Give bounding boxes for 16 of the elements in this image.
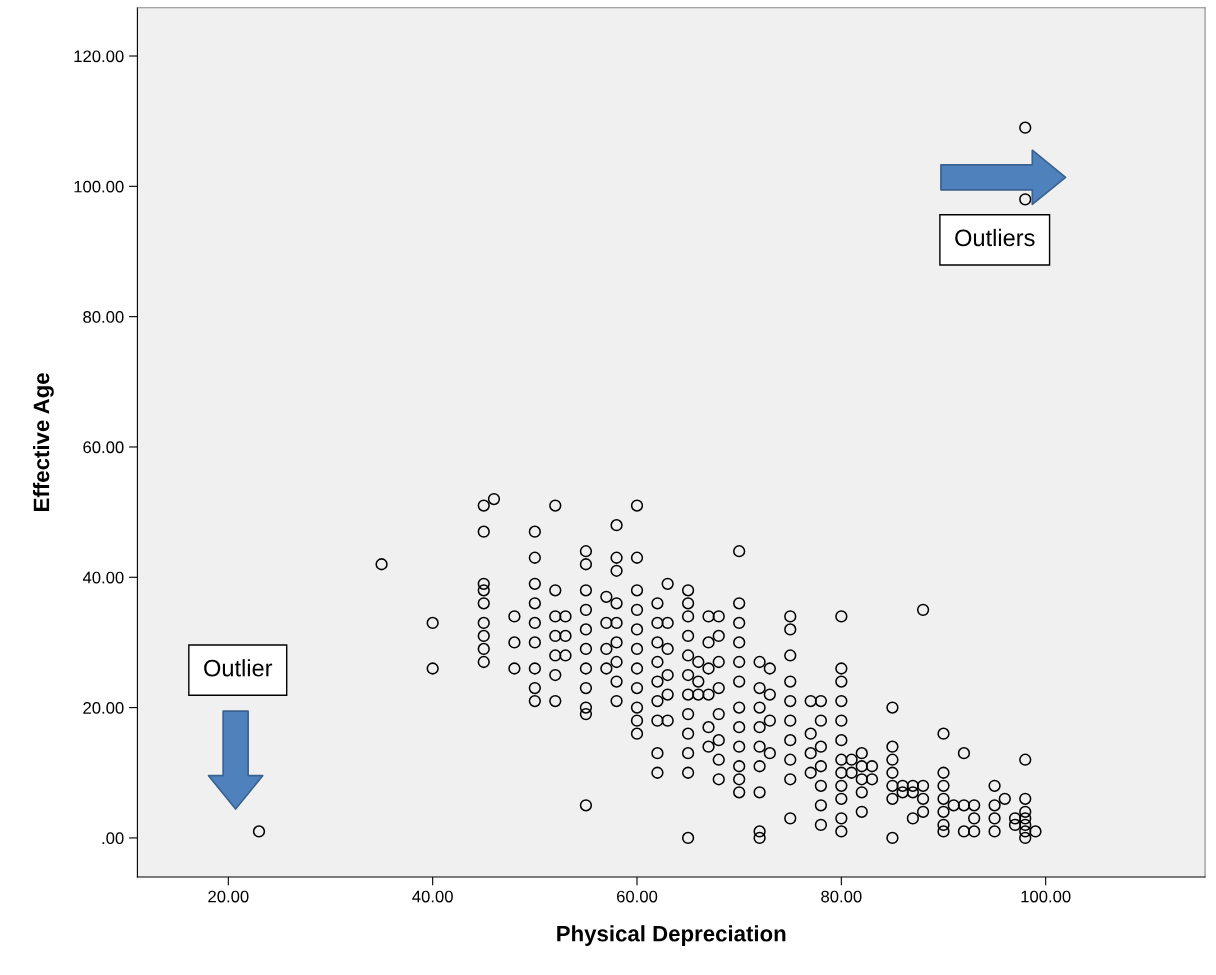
y-axis-title: Effective Age: [32, 373, 54, 511]
x-axis-title: Physical Depreciation: [557, 925, 786, 946]
annotation: Outliers: [955, 228, 1035, 247]
y-tick-label: .00: [102, 832, 124, 845]
x-tick-label: 80.00: [821, 890, 862, 903]
x-tick-label: 40.00: [412, 890, 453, 903]
y-tick-label: 100.00: [74, 180, 124, 193]
y-tick-label: 20.00: [83, 702, 124, 714]
y-tick-label: 80.00: [83, 311, 124, 323]
annotation: Outlier: [204, 659, 273, 677]
x-tick-label: 100.00: [1021, 890, 1071, 903]
y-tick-label: 60.00: [83, 441, 124, 454]
x-tick-label: 60.00: [617, 890, 658, 903]
x-tick-label: 20.00: [208, 890, 249, 903]
y-tick-label: 120.00: [74, 50, 124, 63]
y-tick-label: 40.00: [82, 571, 124, 584]
